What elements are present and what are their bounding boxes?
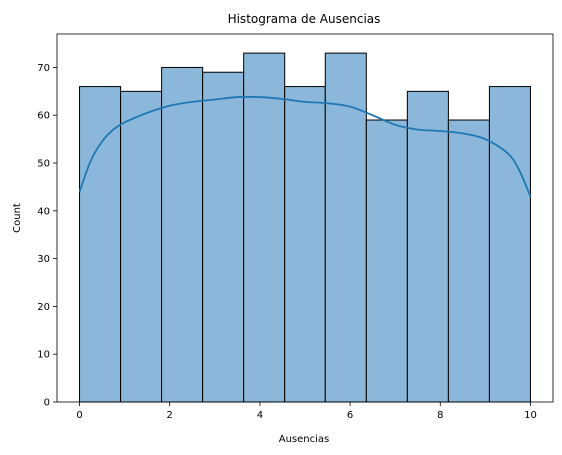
y-tick-label: 70 bbox=[37, 63, 50, 74]
x-tick-label: 6 bbox=[347, 410, 353, 421]
y-tick-label: 0 bbox=[44, 398, 50, 409]
histogram-bar-10 bbox=[488, 86, 531, 403]
histogram-bar-2 bbox=[161, 66, 204, 403]
histogram-bar-8 bbox=[406, 90, 449, 403]
y-tick-label: 60 bbox=[37, 111, 50, 122]
plot-frame bbox=[56, 33, 554, 403]
x-tick-label: 4 bbox=[257, 410, 263, 421]
histogram-bar-9 bbox=[447, 119, 490, 403]
x-tick-label: 8 bbox=[437, 410, 443, 421]
bars-group bbox=[79, 52, 531, 403]
x-tick-label: 0 bbox=[76, 410, 82, 421]
histogram-bar-0 bbox=[79, 86, 122, 403]
y-axis-ticks: 0 10 20 30 40 50 60 70 bbox=[37, 63, 57, 409]
histogram-bar-1 bbox=[120, 90, 163, 403]
x-tick-label: 10 bbox=[524, 410, 537, 421]
histogram-bar-5 bbox=[284, 86, 326, 403]
y-tick-label: 20 bbox=[37, 302, 50, 313]
y-axis-label: Count bbox=[12, 203, 23, 233]
x-axis-label: Ausencias bbox=[279, 434, 330, 445]
kde-line bbox=[78, 95, 532, 197]
histogram-bar-3 bbox=[202, 71, 245, 403]
histogram-bar-7 bbox=[365, 119, 408, 403]
y-tick-label: 50 bbox=[37, 159, 50, 170]
histogram-bar-6 bbox=[324, 52, 367, 403]
y-tick-label: 10 bbox=[37, 350, 50, 361]
chart-title: Histograma de Ausencias bbox=[228, 12, 381, 26]
y-tick-label: 30 bbox=[37, 254, 50, 265]
histogram-bar-4 bbox=[243, 52, 286, 403]
y-tick-label: 40 bbox=[37, 206, 50, 217]
x-tick-label: 2 bbox=[167, 410, 173, 421]
x-axis-ticks: 0 2 4 6 8 10 bbox=[76, 402, 537, 421]
